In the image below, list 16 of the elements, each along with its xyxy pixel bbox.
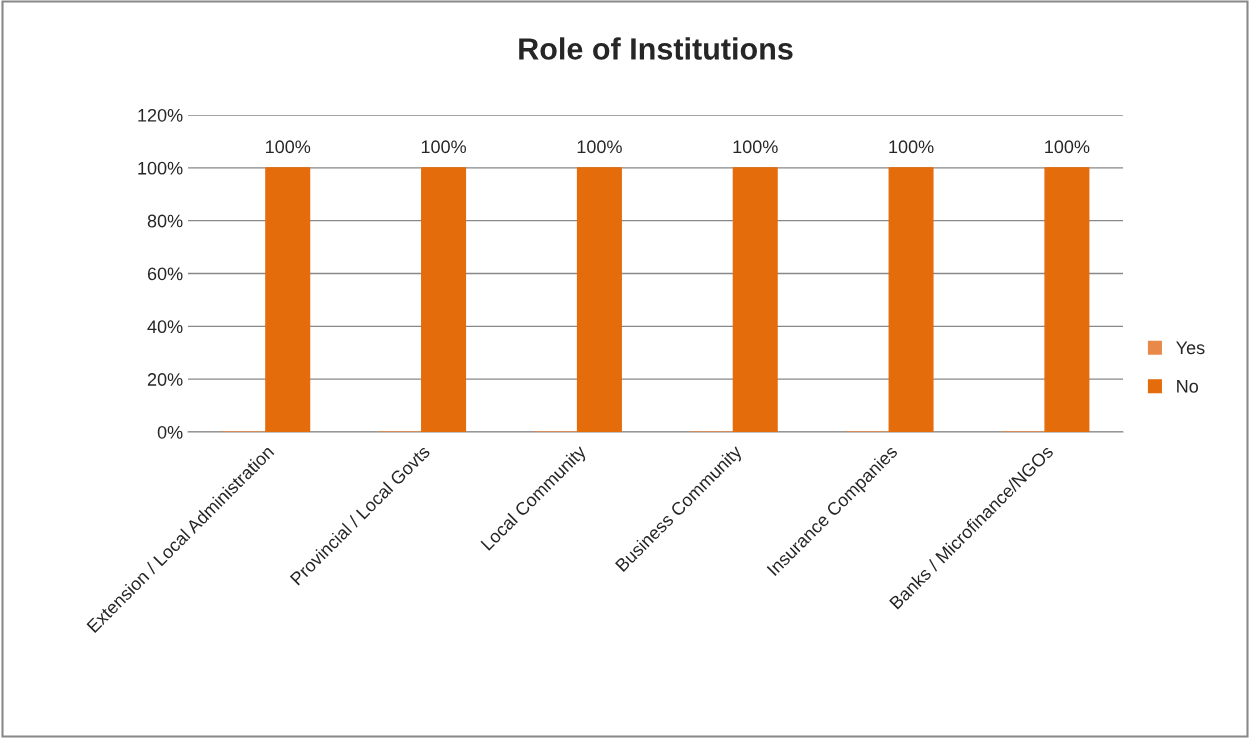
data-label: 100% (889, 140, 934, 154)
data-label: 100% (266, 140, 311, 154)
y-tick-label: 120% (138, 108, 183, 122)
y-tick-label: 80% (147, 214, 183, 228)
y-tick-label: 20% (147, 373, 183, 386)
chart-title: Role of Institutions (519, 37, 793, 60)
legend-label: Yes (1176, 341, 1205, 355)
data-label: 100% (1045, 140, 1090, 154)
y-tick-label: 40% (147, 320, 183, 334)
legend-label: No (1177, 380, 1199, 393)
y-tick-label: 60% (147, 267, 183, 281)
y-tick-label: 100% (138, 161, 183, 175)
data-label: 100% (733, 140, 778, 154)
y-tick-label: 0% (157, 425, 183, 439)
data-label: 100% (421, 140, 467, 154)
data-label: 100% (577, 140, 622, 154)
